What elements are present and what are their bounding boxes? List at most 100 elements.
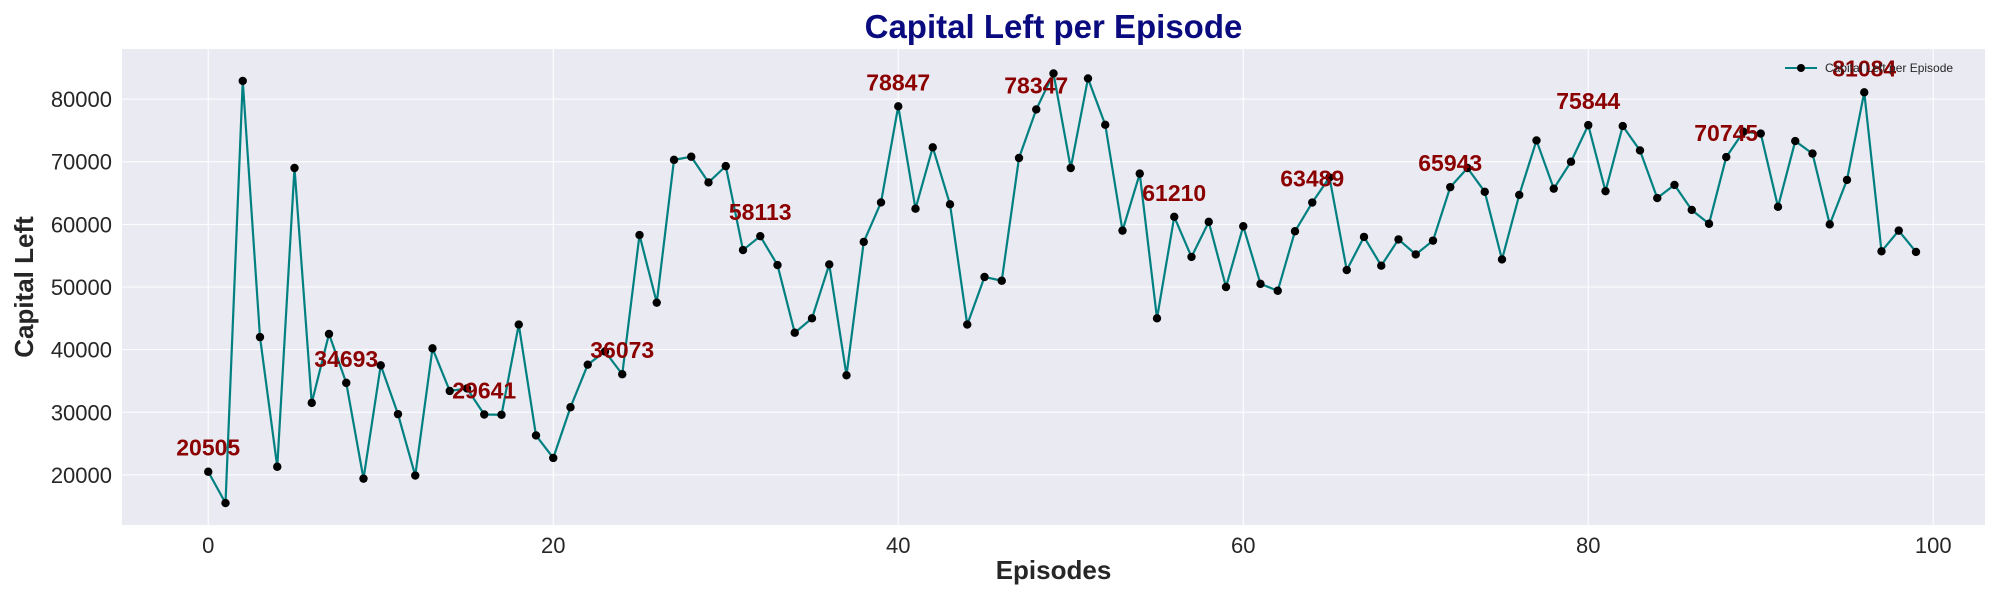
data-point (1842, 175, 1852, 185)
data-point (963, 320, 972, 329)
data-point (1187, 252, 1196, 262)
data-point (738, 245, 748, 255)
data-point (1014, 153, 1024, 163)
data-point (221, 498, 230, 508)
data-point (1325, 173, 1334, 182)
y-tick-label: 70000 (51, 150, 112, 175)
data-point (1687, 205, 1696, 215)
data-point (324, 329, 334, 339)
data-point (773, 260, 782, 270)
y-tick-label: 20000 (51, 463, 112, 488)
data-point (618, 370, 627, 379)
x-tick-label: 40 (886, 533, 910, 558)
data-point (273, 462, 282, 471)
data-label: 58113 (729, 199, 792, 225)
y-tick-label: 40000 (51, 338, 112, 363)
data-point (204, 467, 213, 476)
data-point (1497, 255, 1507, 264)
data-point (1825, 220, 1834, 229)
data-point (1653, 193, 1662, 203)
data-point (1342, 265, 1351, 275)
data-point (1170, 212, 1179, 221)
data-point (911, 204, 920, 213)
data-point (1670, 180, 1679, 190)
data-point (1256, 279, 1265, 289)
data-point (669, 155, 679, 165)
y-tick-label: 80000 (51, 87, 112, 112)
data-point (756, 231, 765, 241)
data-point (859, 237, 868, 247)
chart-title: Capital Left per Episode (865, 8, 1243, 45)
data-point (255, 332, 265, 342)
data-point (704, 178, 713, 187)
data-point (393, 409, 403, 419)
data-point (842, 371, 851, 380)
data-point (428, 344, 437, 353)
data-point (1566, 157, 1576, 166)
data-point (1635, 146, 1645, 155)
data-point (307, 398, 316, 408)
data-point (1411, 250, 1420, 259)
data-point (376, 361, 385, 370)
data-point (1894, 226, 1903, 235)
data-point (1532, 136, 1541, 145)
data-point (997, 276, 1006, 285)
data-point (1808, 149, 1817, 158)
data-point (1601, 186, 1610, 196)
data-point (1152, 314, 1162, 323)
data-label: 34693 (314, 346, 378, 372)
data-point (1101, 120, 1110, 129)
data-point (1221, 282, 1231, 292)
data-point (1584, 120, 1593, 130)
data-point (1463, 163, 1472, 173)
data-label: 61210 (1142, 180, 1206, 206)
data-label: 70745 (1694, 120, 1758, 146)
data-label: 81084 (1832, 55, 1896, 81)
data-point (1308, 198, 1317, 207)
data-label: 36073 (590, 337, 654, 363)
data-label: 63489 (1280, 166, 1344, 192)
data-point (462, 384, 472, 393)
data-point (342, 378, 351, 388)
data-point (497, 410, 506, 419)
data-point (790, 328, 799, 337)
data-point (531, 431, 541, 440)
x-tick-label: 0 (202, 533, 214, 558)
x-tick-label: 60 (1231, 533, 1255, 558)
annotations: 20505 34693 29641 36073 58113 78847 78347 61210… (176, 55, 1896, 460)
data-label: 65943 (1418, 150, 1482, 176)
data-point (1239, 222, 1248, 231)
series-layer (204, 69, 1921, 508)
data-label: 78347 (1004, 72, 1068, 98)
axis-ticks: 0 20 40 60 80 100 20000 30000 40000 50000 60000 700… (51, 87, 1952, 558)
data-point (635, 230, 644, 240)
data-point (945, 200, 955, 209)
data-point (652, 298, 661, 307)
data-point (1756, 129, 1765, 138)
data-point (514, 320, 523, 329)
data-point (807, 314, 817, 323)
data-point (1739, 127, 1748, 136)
data-point (1359, 232, 1369, 242)
y-tick-label: 50000 (51, 275, 112, 300)
data-point (1290, 227, 1300, 236)
data-point (1704, 219, 1714, 228)
data-point (480, 410, 489, 419)
data-point (583, 360, 592, 369)
x-tick-label: 80 (1576, 533, 1600, 558)
x-tick-label: 20 (541, 533, 565, 558)
data-point (687, 152, 696, 161)
data-point (894, 102, 903, 111)
data-label: 20505 (176, 435, 240, 461)
data-point (549, 453, 558, 463)
data-point (1394, 235, 1403, 244)
data-point (1032, 105, 1041, 114)
data-point (1204, 217, 1213, 227)
data-point (1791, 136, 1800, 146)
x-tick-label: 100 (1915, 533, 1952, 558)
data-point (1446, 182, 1455, 192)
data-point (876, 198, 886, 207)
y-tick-label: 30000 (51, 400, 112, 425)
